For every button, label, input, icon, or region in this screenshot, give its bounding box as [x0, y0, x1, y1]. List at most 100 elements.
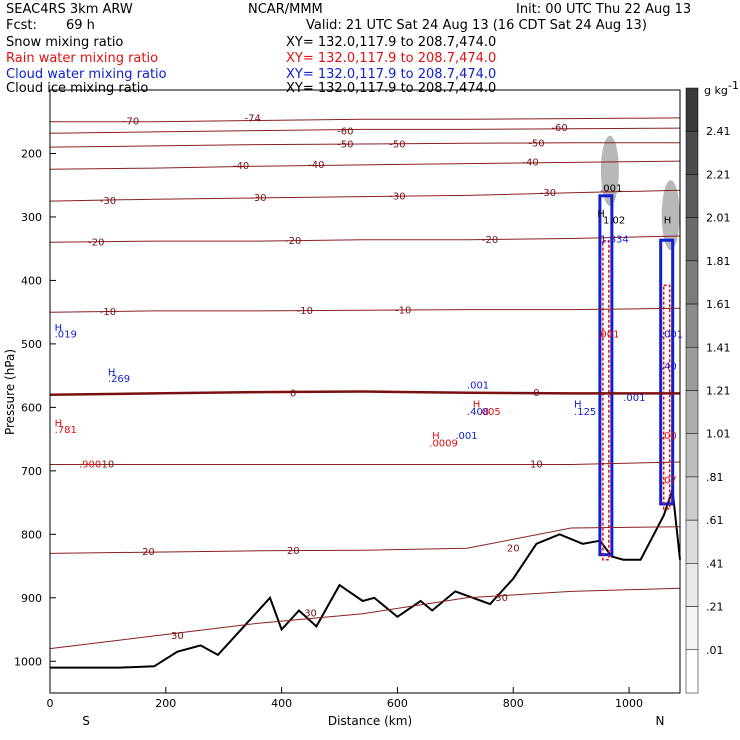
contour-label: -30: [540, 188, 556, 199]
forecast-hour: 69 h: [66, 18, 95, 33]
field-label-rain: Rain water mixing ratio: [6, 51, 159, 66]
colorbar-level: 2.21: [706, 168, 731, 181]
contour-label: -60: [337, 126, 353, 137]
axes: 0 200 400 600 800 100020030040050060070080090…: [14, 147, 643, 710]
snow-core: [661, 180, 680, 251]
contour-label: 10: [102, 459, 115, 470]
convective-columns: [598, 135, 680, 561]
value-marker: 1.02: [603, 215, 625, 226]
colorbar-swatch: [685, 87, 699, 132]
contour-label: 30: [304, 609, 317, 620]
contour-label: -20: [88, 237, 104, 248]
value-marker: .781: [55, 425, 77, 436]
value-marker: .019: [55, 330, 77, 341]
colorbar-level: .21: [706, 601, 724, 614]
colorbar-swatch: [685, 303, 699, 348]
contour-label: 0: [290, 388, 296, 399]
cloud-water-column: [598, 194, 614, 557]
valid-time: Valid: 21 UTC Sat 24 Aug 13 (16 CDT Sat …: [306, 18, 647, 33]
value-marker: .001: [623, 393, 645, 404]
contour-label: -20: [482, 235, 498, 246]
colorbar-swatch: [685, 130, 699, 175]
isotherm-line: [49, 390, 680, 396]
value-marker: .269: [108, 374, 130, 385]
x-tick-label: 600: [387, 697, 408, 710]
colorbar-swatch: [685, 347, 699, 391]
colorbar-level: 1.81: [706, 255, 731, 268]
value-marker: H: [574, 399, 582, 410]
value-marker: H: [597, 209, 605, 220]
contour-label: -40: [522, 157, 538, 168]
value-marker: .001: [597, 330, 619, 341]
colorbar-level: 1.41: [706, 341, 731, 354]
south-end-label: S: [82, 714, 90, 728]
contour-label: 20: [507, 543, 520, 554]
value-marker: .07: [661, 476, 677, 487]
colorbar-swatch: [685, 649, 699, 694]
value-marker: .0009: [429, 439, 458, 450]
x-tick-label: 200: [155, 697, 176, 710]
field-label-cloud-water: Cloud water mixing ratio: [6, 67, 167, 82]
y-tick-label: 800: [21, 528, 42, 541]
value-marker: H: [432, 431, 440, 442]
x-tick-label: 400: [271, 697, 292, 710]
forecast-label: Fcst:: [6, 18, 37, 33]
project-title: SEAC4RS 3km ARW: [6, 2, 133, 17]
value-marker: .001: [600, 184, 622, 195]
field-label-snow: Snow mixing ratio: [6, 35, 124, 50]
colorbar-swatch: [685, 217, 699, 262]
colorbar-swatch: [685, 390, 699, 434]
plot-frame: [49, 89, 681, 694]
contour-label: -40: [308, 160, 324, 171]
north-end-label: N: [656, 714, 665, 728]
y-tick-label: 200: [21, 147, 42, 160]
isotherm-layer: -70 -74 -60 -60 -50 -50 -50 -40 -40 -40 -30 -30 -30 -…: [49, 114, 681, 650]
colorbar-swatch: [685, 433, 699, 478]
rain-column: [662, 284, 671, 510]
contour-label: -74: [244, 114, 260, 125]
isotherm-line: [49, 235, 681, 243]
colorbar-level: .61: [706, 514, 724, 527]
colorbar-unit: g kg: [704, 84, 728, 97]
y-tick-label: 900: [21, 592, 42, 605]
contour-label: 10: [530, 459, 543, 470]
colorbar: 2.41 2.21 2.01 1.81 1.61 1.41 1.21 1.01 .81 .61 .4…: [685, 79, 739, 694]
value-marker: .408: [467, 407, 489, 418]
isotherm-line: [49, 526, 681, 554]
colorbar-swatch: [685, 606, 699, 651]
contour-label: 20: [287, 546, 300, 557]
value-marker: .40: [661, 361, 677, 372]
isotherm-line: [49, 160, 681, 170]
contour-label: -30: [389, 192, 405, 203]
colorbar-level: .81: [706, 471, 724, 484]
contour-label: 30: [171, 631, 184, 642]
terrain-layer: [50, 489, 681, 693]
value-marker: H: [473, 399, 481, 410]
y-tick-label: 600: [21, 401, 42, 414]
x-tick-label: 0: [47, 697, 54, 710]
field-xy-cloud-ice: XY= 132.0,117.9 to 208.7,474.0: [286, 81, 497, 96]
value-marker: .001: [661, 330, 683, 341]
x-axis-label: Distance (km): [328, 714, 412, 728]
contour-label: -50: [389, 140, 405, 151]
contour-label: -50: [337, 140, 353, 151]
isotherm-line: [49, 587, 681, 650]
y-tick-label: 700: [21, 465, 42, 478]
colorbar-level: 1.21: [706, 385, 731, 398]
value-markers: H.019H.269H.781.900.001.408H.005.001H.00…: [55, 184, 684, 487]
field-xy-cloud-water: XY= 132.0,117.9 to 208.7,474.0: [286, 67, 497, 82]
y-tick-label: 500: [21, 338, 42, 351]
org-title: NCAR/MMM: [248, 2, 323, 17]
contour-label: -30: [100, 196, 116, 207]
value-marker: .005: [478, 407, 500, 418]
colorbar-level: 1.61: [706, 298, 731, 311]
value-marker: .125: [574, 407, 596, 418]
snow-core: [600, 135, 619, 206]
field-xy-snow: XY= 132.0,117.9 to 208.7,474.0: [286, 35, 497, 50]
value-marker: 1.834: [600, 234, 629, 245]
init-time: Init: 00 UTC Thu 22 Aug 13: [516, 2, 692, 17]
field-xy-rain: XY= 132.0,117.9 to 208.7,474.0: [286, 51, 497, 66]
value-marker: .900: [79, 460, 101, 471]
cloud-water-column: [659, 238, 675, 506]
isotherm-line: [49, 142, 680, 148]
